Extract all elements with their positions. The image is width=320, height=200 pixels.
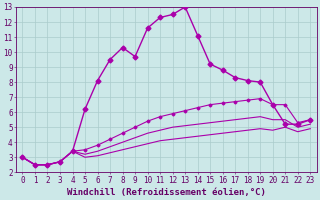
X-axis label: Windchill (Refroidissement éolien,°C): Windchill (Refroidissement éolien,°C) [67, 188, 266, 197]
